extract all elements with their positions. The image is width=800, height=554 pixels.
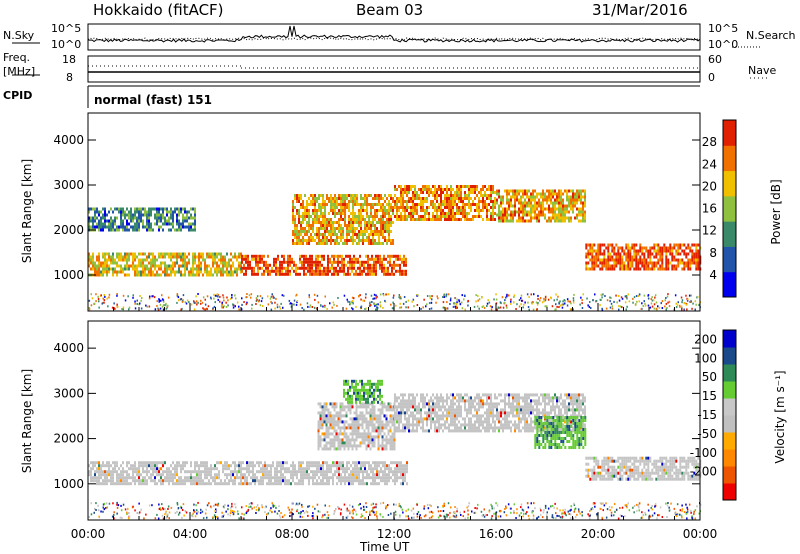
colorbar-seg-velocity-3 [723, 432, 736, 450]
station-title: Hokkaido (fitACF) [93, 1, 224, 19]
colorbar-seg-power-5 [723, 145, 736, 172]
nsky-label: N.Sky [3, 29, 35, 42]
band-power-5 [496, 189, 586, 223]
ytick-label-velocity-3: 1000 [53, 477, 84, 491]
band-power-2 [241, 254, 407, 276]
colorbar-seg-velocity-0 [723, 483, 736, 501]
nsky-panel-frame [87, 23, 701, 51]
date-title: 31/Mar/2016 [592, 1, 688, 19]
colorbar-tick-velocity-3: 15 [702, 389, 717, 403]
nsky-tick-bottom: 10^0 [51, 38, 82, 51]
ytick-label-velocity-2: 2000 [53, 432, 84, 446]
xtick-label-0: 00:00 [71, 527, 106, 541]
nsearch-label: N.Search [746, 29, 796, 42]
nsky-trace [87, 25, 701, 43]
colorbar-tick-power-2: 20 [702, 179, 717, 193]
colorbar-frame-velocity [722, 329, 737, 501]
colorbar-tick-power-0: 28 [702, 135, 717, 149]
band-velocity-0 [88, 461, 408, 486]
nsky-tick-top: 10^5 [51, 22, 82, 35]
ytick-label-power-0: 4000 [53, 133, 84, 147]
beam-title: Beam 03 [356, 1, 424, 19]
band-power-1 [88, 207, 196, 232]
colorbar-tick-power-4: 12 [702, 224, 717, 238]
ytick-label-power-1: 3000 [53, 178, 84, 192]
xaxis-label: Time UT [360, 540, 410, 554]
colorbar-seg-power-0 [723, 271, 736, 298]
colorbar-frame-power [722, 119, 737, 298]
colorbar-seg-velocity-9 [723, 330, 736, 348]
colorbar-seg-velocity-2 [723, 449, 736, 467]
nave-label: Nave [748, 64, 777, 77]
colorbar-seg-velocity-8 [723, 347, 736, 365]
freq-tick-bottom: 8 [66, 71, 73, 84]
nsearch-tick-bottom: 10^0 [708, 38, 739, 51]
cpid-label: CPID [3, 89, 33, 102]
xtick-label-3: 12:00 [377, 527, 412, 541]
xtick-label-2: 08:00 [275, 527, 310, 541]
colorbar-tick-velocity-7: -200 [690, 465, 717, 479]
colorbar-seg-power-4 [723, 170, 736, 197]
colorbar-seg-velocity-7 [723, 364, 736, 382]
band-power-0 [88, 252, 242, 277]
colorbar-seg-velocity-1 [723, 466, 736, 484]
xtick-label-5: 20:00 [581, 527, 616, 541]
colorbar-seg-velocity-4 [723, 415, 736, 433]
colorbar-seg-power-2 [723, 221, 736, 247]
ground-scatter-velocity [88, 501, 702, 520]
colorbar-tick-velocity-5: -50 [697, 427, 717, 441]
colorbar-tick-power-3: 16 [702, 202, 717, 216]
band-velocity-2 [343, 379, 383, 404]
nave-tick-top: 60 [708, 53, 722, 66]
cpid-value: normal (fast) 151 [94, 93, 212, 107]
colorbar-seg-power-6 [723, 120, 736, 146]
ground-scatter-power [88, 293, 701, 311]
band-velocity-4 [534, 416, 587, 449]
xtick-label-6: 00:00 [683, 527, 718, 541]
colorbar-seg-power-3 [723, 195, 736, 222]
colorbar-seg-power-1 [723, 246, 736, 273]
xtick-label-4: 16:00 [479, 527, 514, 541]
ytick-label-velocity-1: 3000 [53, 386, 84, 400]
band-power-4 [394, 185, 496, 221]
colorbar-tick-velocity-1: 100 [694, 351, 717, 365]
colorbar-seg-velocity-5 [723, 398, 736, 416]
band-power-3 [292, 194, 394, 245]
freq-tick-top: 18 [62, 53, 76, 66]
colorbar-tick-power-1: 24 [702, 157, 717, 171]
colorbar-tick-velocity-2: 50 [702, 370, 717, 384]
ytick-label-power-3: 1000 [53, 268, 84, 282]
xtick-label-1: 04:00 [173, 527, 208, 541]
nsearch-tick-top: 10^5 [708, 22, 739, 35]
freq-label: Freq. [3, 51, 31, 64]
ytick-label-power-2: 2000 [53, 223, 84, 237]
nave-tick-bottom: 0 [708, 71, 715, 84]
colorbar-tick-velocity-0: 200 [694, 332, 717, 346]
colorbar-tick-power-5: 8 [709, 246, 717, 260]
colorbar-tick-velocity-4: -15 [697, 408, 717, 422]
band-velocity-5 [585, 456, 702, 481]
colorbar-tick-velocity-6: -100 [690, 446, 717, 460]
freq-panel-frame [87, 55, 701, 83]
ytick-label-velocity-0: 4000 [53, 341, 84, 355]
band-velocity-1 [317, 402, 396, 451]
band-power-6 [585, 243, 702, 271]
colorbar-tick-power-6: 4 [709, 268, 717, 282]
colorbar-seg-velocity-6 [723, 381, 736, 399]
